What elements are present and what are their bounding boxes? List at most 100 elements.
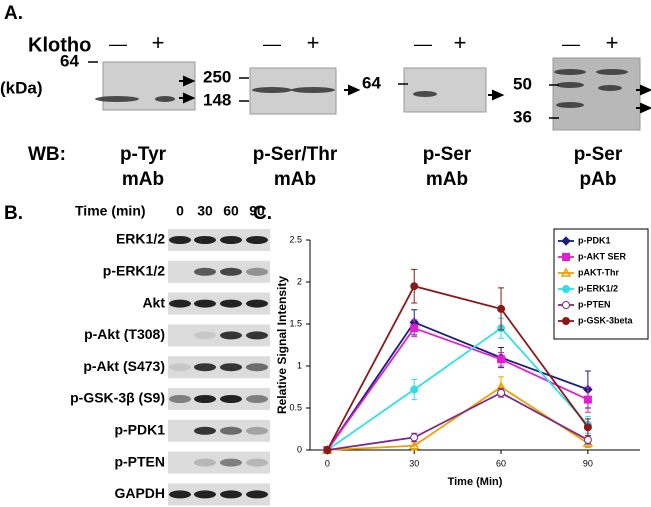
mw-marker: 50 bbox=[513, 74, 532, 93]
point bbox=[410, 385, 419, 394]
x-tick-label: 0 bbox=[325, 458, 330, 468]
point bbox=[583, 435, 592, 444]
minus-sign: — bbox=[562, 34, 580, 54]
blot-row-label: ERK1/2 bbox=[116, 231, 165, 247]
blot-band bbox=[220, 363, 242, 372]
wb-target: p-Tyr bbox=[120, 144, 167, 165]
point bbox=[410, 282, 419, 291]
blot-band bbox=[220, 458, 242, 467]
minus-sign: — bbox=[109, 34, 127, 54]
blot-row-label: p-PDK1 bbox=[114, 422, 165, 438]
x-tick-label: 90 bbox=[583, 458, 593, 468]
wb-target: p-Ser/Thr bbox=[253, 144, 338, 165]
blot-band bbox=[246, 395, 268, 403]
mw-marker: 148 bbox=[203, 90, 231, 109]
point bbox=[562, 317, 570, 325]
wb-antibody: mAb bbox=[274, 169, 316, 190]
legend-label: p-ERK1/2 bbox=[578, 283, 618, 293]
y-axis-title: Relative Signal Intensity bbox=[275, 276, 289, 414]
blot-strip bbox=[168, 451, 270, 474]
time-point: 90 bbox=[249, 203, 265, 219]
minus-sign: — bbox=[414, 34, 432, 54]
point bbox=[560, 267, 572, 277]
blot-band bbox=[246, 331, 268, 340]
blot-band bbox=[246, 299, 268, 308]
wb-target: p-Ser bbox=[423, 144, 472, 165]
plus-sign: + bbox=[152, 30, 165, 55]
blot-band bbox=[194, 299, 216, 308]
legend-label: p-AKT SER bbox=[578, 251, 626, 261]
blot-band bbox=[220, 236, 242, 244]
wb-label: WB: bbox=[28, 144, 66, 165]
blot-strip bbox=[168, 229, 270, 251]
point bbox=[497, 355, 506, 364]
mw-marker: 64 bbox=[60, 51, 79, 70]
arrow bbox=[179, 92, 196, 104]
blot-row-label: p-ERK1/2 bbox=[103, 263, 165, 279]
panel-label: C. bbox=[253, 203, 272, 224]
point bbox=[410, 324, 419, 333]
point bbox=[410, 433, 419, 442]
blot-band bbox=[95, 96, 139, 102]
point bbox=[561, 236, 571, 246]
blot-row-label: p-Akt (S473) bbox=[83, 358, 165, 374]
blot-band bbox=[556, 102, 584, 108]
blot-band bbox=[252, 87, 292, 93]
wb-antibody: mAb bbox=[122, 169, 164, 190]
blot-band bbox=[246, 426, 268, 435]
arrow bbox=[636, 102, 651, 114]
blot-band bbox=[246, 267, 268, 276]
arrow bbox=[179, 75, 196, 87]
blot-row-label: p-GSK-3β (S9) bbox=[70, 390, 165, 406]
blot-row-label: p-Akt (T308) bbox=[84, 326, 165, 342]
blot-band bbox=[169, 490, 191, 499]
plus-sign: + bbox=[606, 30, 619, 55]
blot-band bbox=[194, 426, 216, 435]
mw-marker: 36 bbox=[513, 107, 532, 126]
blot-band bbox=[194, 267, 216, 276]
blot-band bbox=[194, 236, 216, 244]
blot-band bbox=[169, 363, 191, 372]
unit-label: (kDa) bbox=[0, 78, 43, 97]
mw-marker: 250 bbox=[203, 67, 231, 86]
blot-row-label: p-PTEN bbox=[114, 453, 165, 469]
blot-band bbox=[194, 363, 216, 372]
series-line bbox=[327, 391, 589, 451]
point bbox=[562, 253, 570, 261]
blot-band bbox=[291, 87, 335, 93]
y-tick-label: 2 bbox=[297, 276, 302, 286]
plus-sign: + bbox=[307, 30, 320, 55]
blot-band bbox=[556, 82, 584, 88]
point bbox=[562, 301, 570, 309]
blot-band bbox=[596, 69, 628, 75]
x-tick-label: 60 bbox=[496, 458, 506, 468]
blot-band bbox=[554, 69, 586, 75]
blot-strip bbox=[168, 292, 270, 315]
y-tick-label: 0 bbox=[297, 444, 302, 454]
wb-antibody: mAb bbox=[426, 169, 468, 190]
blot-band bbox=[413, 91, 437, 97]
blot-band bbox=[169, 395, 191, 403]
point bbox=[583, 395, 592, 404]
y-tick-label: 1.5 bbox=[289, 318, 302, 328]
arrow bbox=[344, 84, 361, 96]
blot-band bbox=[220, 267, 242, 276]
blot-row-label: Akt bbox=[142, 294, 165, 310]
legend-label: p-PDK1 bbox=[578, 235, 611, 245]
minus-sign: — bbox=[263, 34, 281, 54]
treatment-label: Klotho bbox=[28, 34, 91, 56]
blot-strip bbox=[168, 483, 270, 506]
time-point: 30 bbox=[197, 203, 213, 219]
time-point: 60 bbox=[223, 203, 239, 219]
blot-band bbox=[246, 363, 268, 372]
panel-label: A. bbox=[4, 3, 23, 24]
panel-label: B. bbox=[4, 203, 23, 224]
blot-band bbox=[220, 426, 242, 435]
blot-band bbox=[246, 458, 268, 467]
point bbox=[497, 304, 506, 313]
blot-band bbox=[246, 236, 268, 244]
wb-target: p-Ser bbox=[574, 144, 623, 165]
legend-label: pAKT-Thr bbox=[578, 267, 619, 277]
blot-band bbox=[598, 85, 622, 91]
arrow bbox=[488, 89, 505, 101]
